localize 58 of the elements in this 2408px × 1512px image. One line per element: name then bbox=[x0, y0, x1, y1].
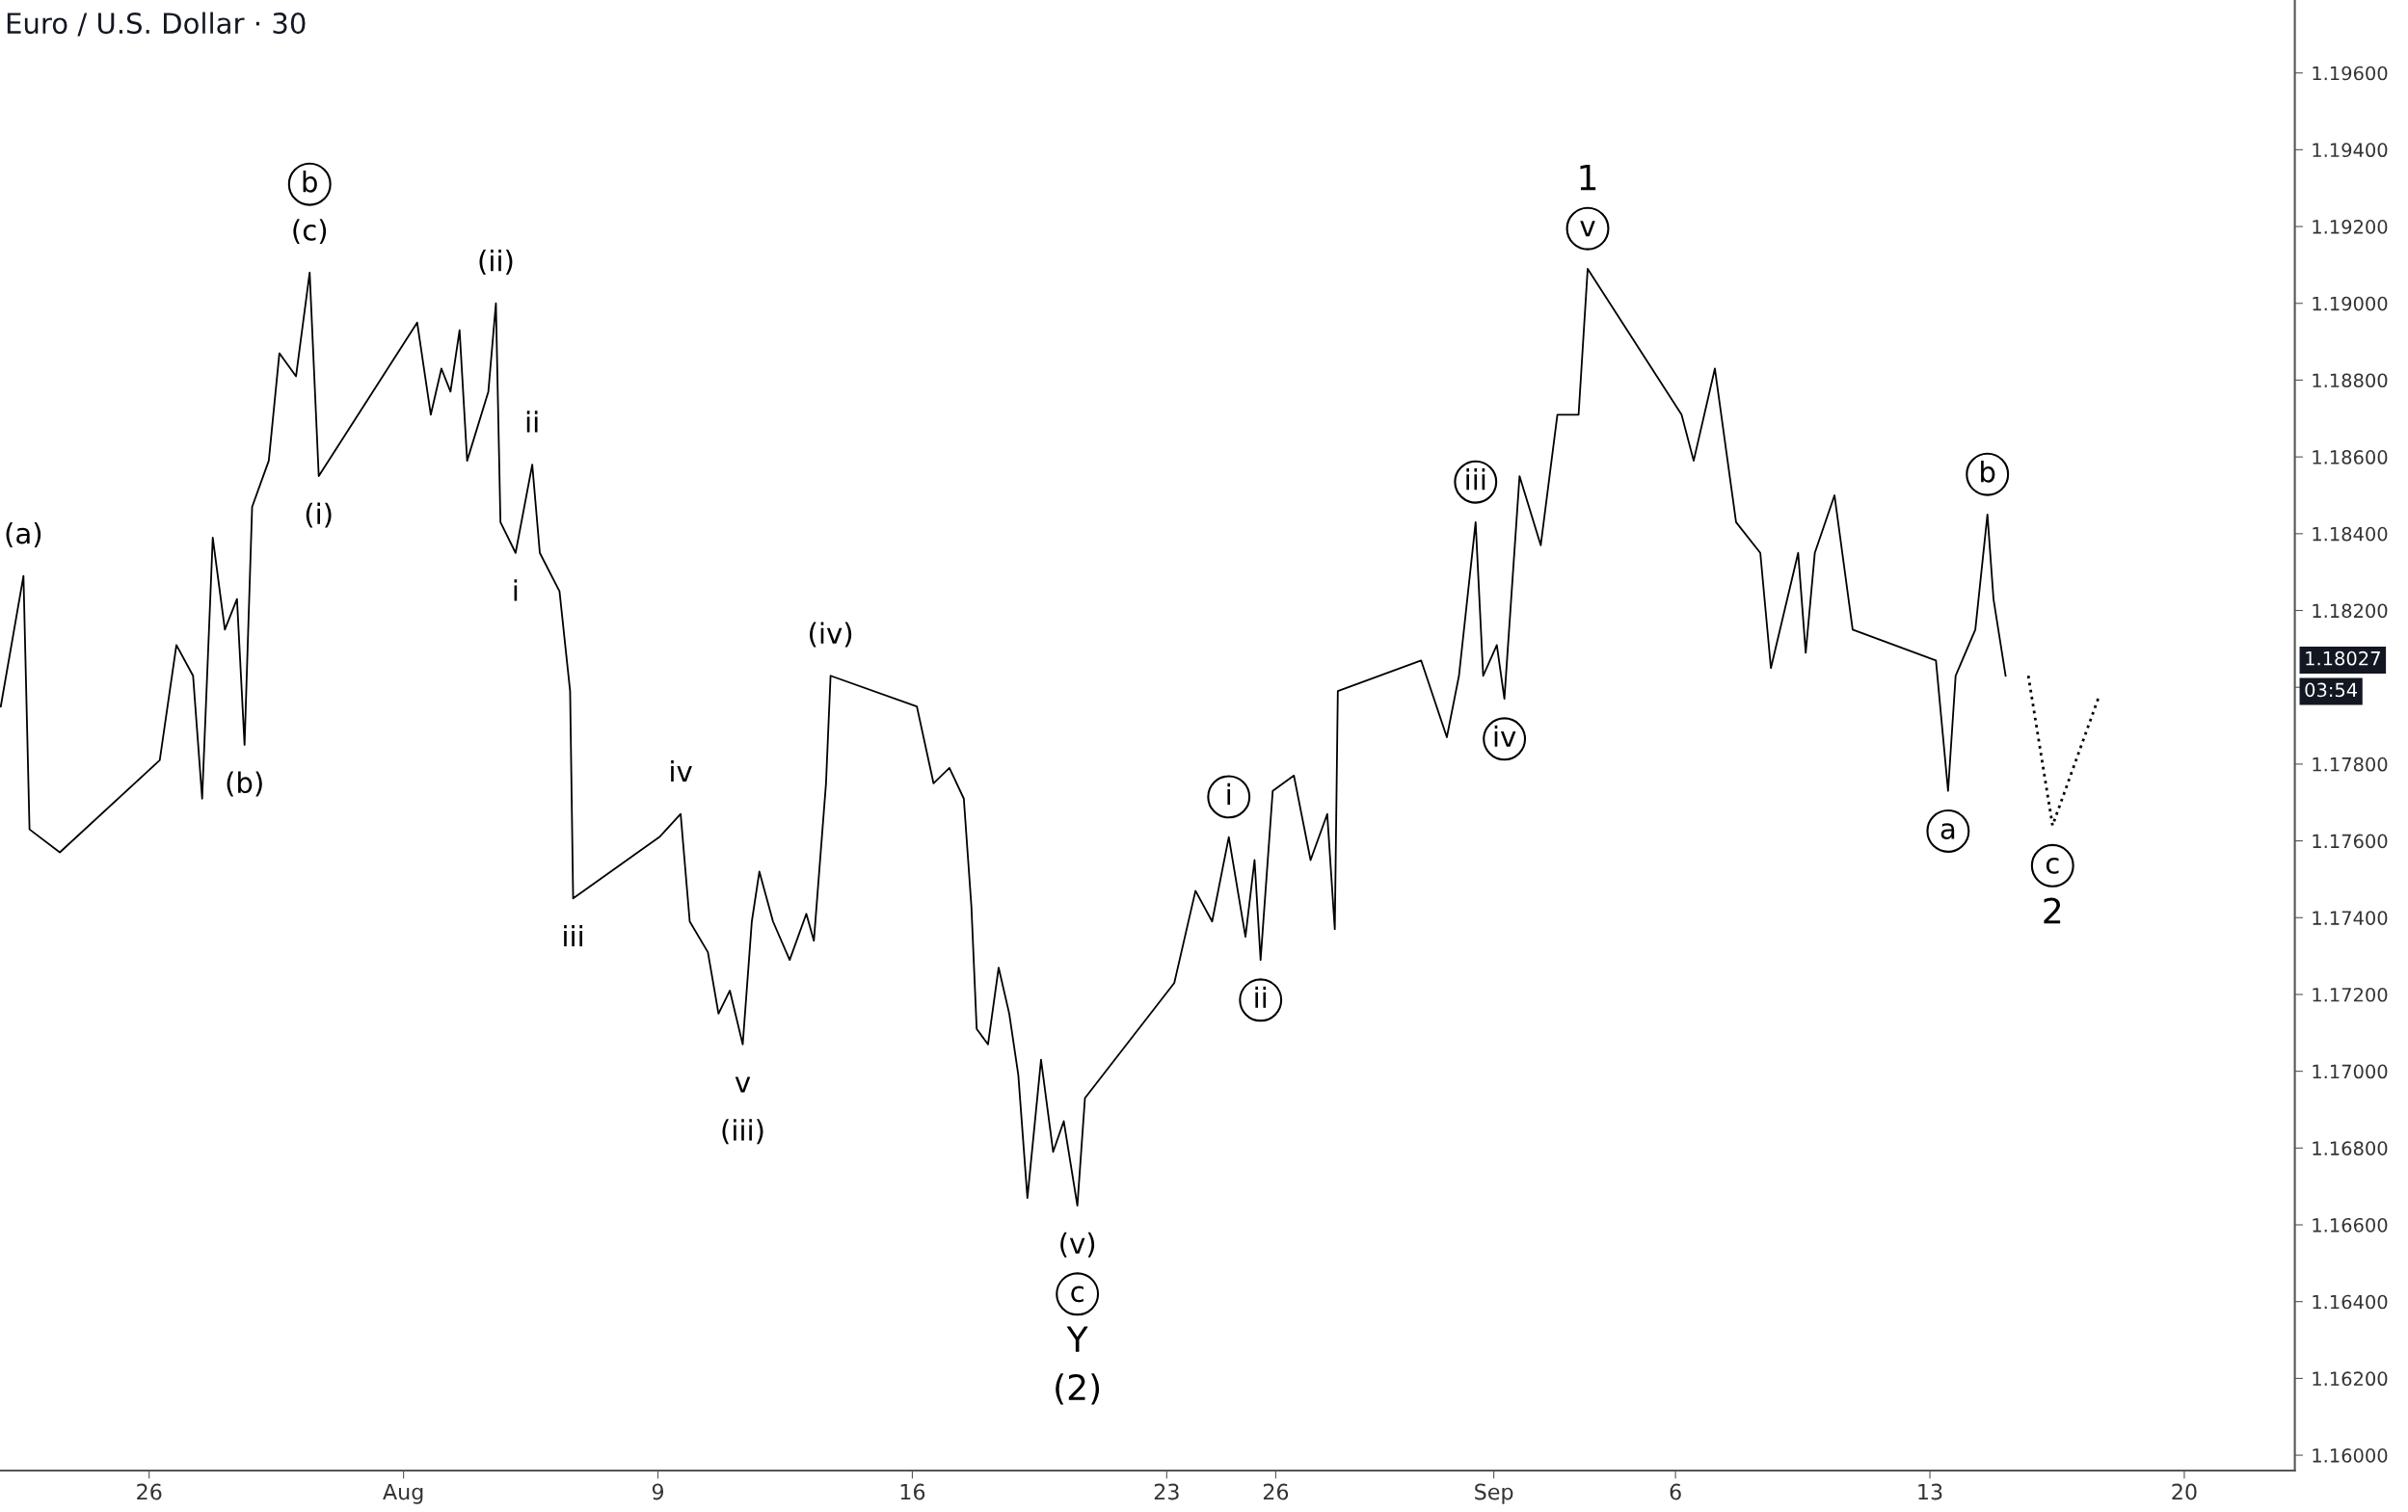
annotation: (b) bbox=[227, 771, 262, 797]
y-tick-label: 1.17200 bbox=[2313, 987, 2388, 1002]
annotation: v bbox=[735, 1076, 751, 1093]
y-tick-label: 1.19000 bbox=[2313, 296, 2388, 311]
annotation: (i) bbox=[306, 502, 332, 528]
y-tick-label: 1.16200 bbox=[2313, 1371, 2388, 1387]
annotation: iv bbox=[671, 759, 692, 783]
text: 03:54 bbox=[2305, 682, 2358, 698]
y-tick-label: 1.18400 bbox=[2313, 526, 2388, 542]
y-tick-label: 1.17800 bbox=[2313, 756, 2388, 772]
y-tick-label: 1.17000 bbox=[2313, 1064, 2388, 1079]
annotation: ii bbox=[1255, 986, 1267, 1008]
annotation: (v) bbox=[1060, 1232, 1095, 1258]
annotation: v bbox=[1580, 221, 1595, 237]
annotation: (c) bbox=[293, 219, 327, 245]
annotation: (2) bbox=[1056, 1373, 1100, 1405]
annotation: c bbox=[2046, 858, 2059, 874]
y-tick-label: 1.16800 bbox=[2313, 1141, 2388, 1155]
y-tick-label: 1.18200 bbox=[2313, 603, 2388, 619]
annotation: c bbox=[1071, 1286, 1084, 1303]
y-tick-label: 1.18800 bbox=[2313, 373, 2388, 388]
annotation: iv bbox=[1494, 725, 1516, 747]
x-tick-label: 20 bbox=[2172, 1483, 2197, 1500]
chart-title: Euro / U.S. Dollar · 30 bbox=[7, 12, 306, 37]
annotation: 1 bbox=[1580, 164, 1596, 191]
y-tick-label: 1.19600 bbox=[2313, 66, 2388, 81]
y-tick-label: 1.16000 bbox=[2313, 1448, 2388, 1463]
annotation: iii bbox=[1466, 468, 1485, 491]
annotation: i bbox=[1227, 783, 1231, 805]
x-tick-label: Sep bbox=[1475, 1483, 1513, 1504]
annotation: (ii) bbox=[479, 249, 513, 275]
x-tick-label: 16 bbox=[900, 1483, 925, 1500]
annotation: (a) bbox=[6, 521, 41, 547]
annotation: 2 bbox=[2044, 897, 2061, 924]
y-tick-label: 1.19200 bbox=[2313, 220, 2388, 234]
annotation: a bbox=[1940, 823, 1955, 839]
y-tick-label: 1.16400 bbox=[2313, 1294, 2388, 1310]
annotation: Y bbox=[1066, 1326, 1088, 1352]
annotation: iii bbox=[564, 924, 582, 947]
text: 1.18027 bbox=[2306, 650, 2380, 666]
y-tick-label: 1.17600 bbox=[2313, 834, 2388, 849]
annotation: ii bbox=[526, 411, 538, 433]
annotation: (iv) bbox=[810, 622, 852, 648]
y-tick-label: 1.16600 bbox=[2313, 1217, 2388, 1233]
x-tick-label: Aug bbox=[383, 1483, 423, 1504]
annotation: b bbox=[1981, 461, 1995, 483]
x-tick-label: 26 bbox=[137, 1483, 162, 1500]
x-tick-label: 13 bbox=[1918, 1483, 1942, 1500]
x-tick-label: 26 bbox=[1263, 1483, 1289, 1500]
x-tick-label: 23 bbox=[1154, 1483, 1179, 1500]
annotation: b bbox=[303, 171, 317, 193]
annotation: (iii) bbox=[722, 1119, 763, 1145]
y-tick-label: 1.18600 bbox=[2313, 450, 2388, 464]
y-tick-label: 1.17400 bbox=[2313, 911, 2388, 925]
x-tick-label: 9 bbox=[652, 1483, 664, 1500]
annotation: i bbox=[514, 579, 518, 601]
x-tick-label: 6 bbox=[1670, 1483, 1681, 1500]
y-tick-label: 1.19400 bbox=[2313, 143, 2388, 158]
